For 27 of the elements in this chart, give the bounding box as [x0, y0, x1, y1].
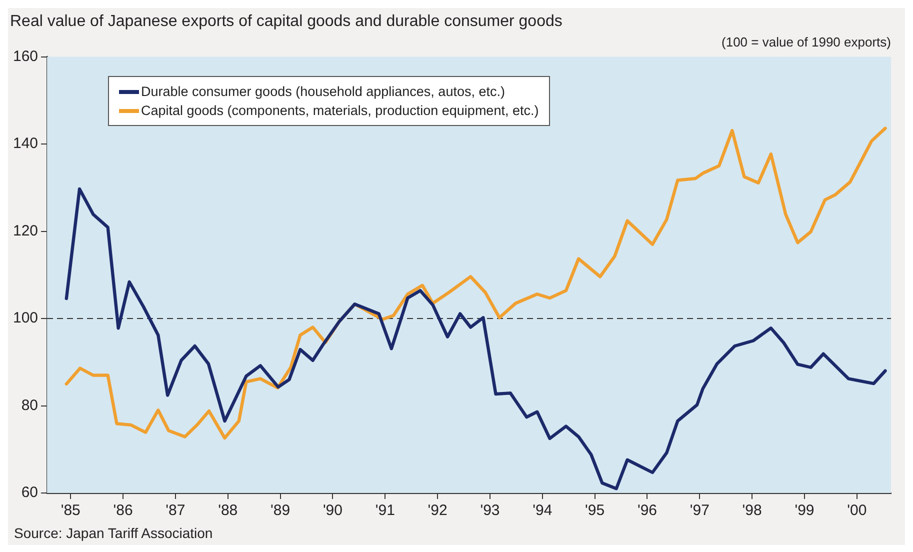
- chart-subtitle: (100 = value of 1990 exports): [722, 34, 891, 50]
- legend-label: Durable consumer goods (household appliances, autos, etc.): [141, 83, 505, 101]
- y-tick-label: 80: [21, 396, 38, 414]
- x-tick-label: '89: [270, 502, 290, 520]
- legend-label: Capital goods (components, materials, production equipment, etc.): [141, 102, 539, 120]
- y-tick-label: 100: [12, 310, 38, 327]
- x-tick-label: '92: [428, 502, 448, 520]
- y-tick-label: 140: [12, 135, 38, 152]
- x-tick-label: '00: [847, 502, 867, 520]
- y-tick-label: 60: [21, 484, 38, 502]
- y-tick-label: 160: [12, 48, 38, 65]
- x-tick-label: '85: [60, 502, 80, 520]
- x-tick-label: '87: [166, 502, 186, 520]
- chart-title: Real value of Japanese exports of capital goods and durable consumer goods: [10, 13, 562, 30]
- x-tick-label: '93: [480, 502, 500, 520]
- x-tick-label: '97: [690, 502, 710, 520]
- x-tick-label: '90: [322, 502, 342, 520]
- x-tick-label: '99: [794, 502, 814, 520]
- x-tick-label: '96: [637, 502, 658, 520]
- x-tick-label: '86: [113, 502, 133, 520]
- source-note: Source: Japan Tariff Association: [13, 524, 214, 543]
- x-tick-label: '91: [375, 502, 395, 520]
- x-tick-label: '98: [742, 502, 762, 520]
- x-tick-label: '95: [585, 502, 605, 520]
- y-tick-label: 120: [12, 222, 38, 240]
- x-tick-label: '88: [218, 502, 238, 520]
- x-tick-label: '94: [532, 502, 552, 520]
